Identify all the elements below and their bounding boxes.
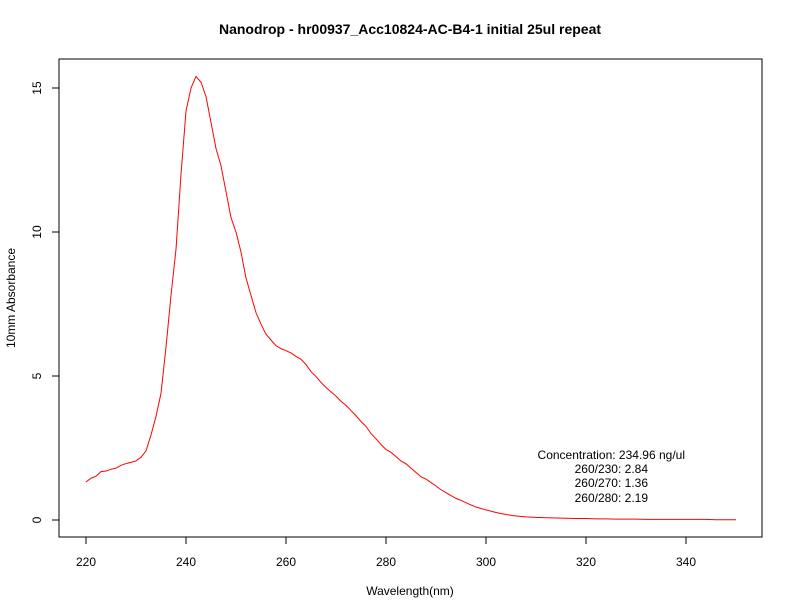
y-axis: 0 5 10 15 bbox=[30, 81, 60, 523]
x-tick-label: 300 bbox=[476, 555, 496, 569]
annotation-ratio-260-230: 260/230: 2.84 bbox=[575, 462, 649, 476]
y-tick-label: 15 bbox=[30, 81, 44, 95]
absorbance-line bbox=[85, 75, 736, 521]
x-tick-label: 220 bbox=[76, 555, 96, 569]
x-axis: 220 240 260 280 300 320 340 bbox=[76, 536, 696, 569]
y-axis-title: 10mm Absorbance bbox=[4, 248, 18, 348]
x-tick-label: 320 bbox=[576, 555, 596, 569]
annotation-concentration: Concentration: 234.96 ng/ul bbox=[538, 448, 685, 462]
annotation-ratio-260-270: 260/270: 1.36 bbox=[575, 476, 649, 490]
y-tick-label: 0 bbox=[30, 516, 44, 523]
x-tick-label: 340 bbox=[676, 555, 696, 569]
x-tick-label: 260 bbox=[276, 555, 296, 569]
annotation-block: Concentration: 234.96 ng/ul 260/230: 2.8… bbox=[538, 448, 685, 505]
x-tick-label: 280 bbox=[376, 555, 396, 569]
y-tick-label: 10 bbox=[30, 225, 44, 239]
annotation-ratio-260-280: 260/280: 2.19 bbox=[575, 491, 649, 505]
plot-frame bbox=[58, 58, 763, 538]
x-tick-label: 240 bbox=[176, 555, 196, 569]
y-tick-label: 5 bbox=[30, 372, 44, 379]
x-axis-title: Wavelength(nm) bbox=[366, 584, 454, 598]
chart-title: Nanodrop - hr00937_Acc10824-AC-B4-1 init… bbox=[219, 21, 601, 37]
